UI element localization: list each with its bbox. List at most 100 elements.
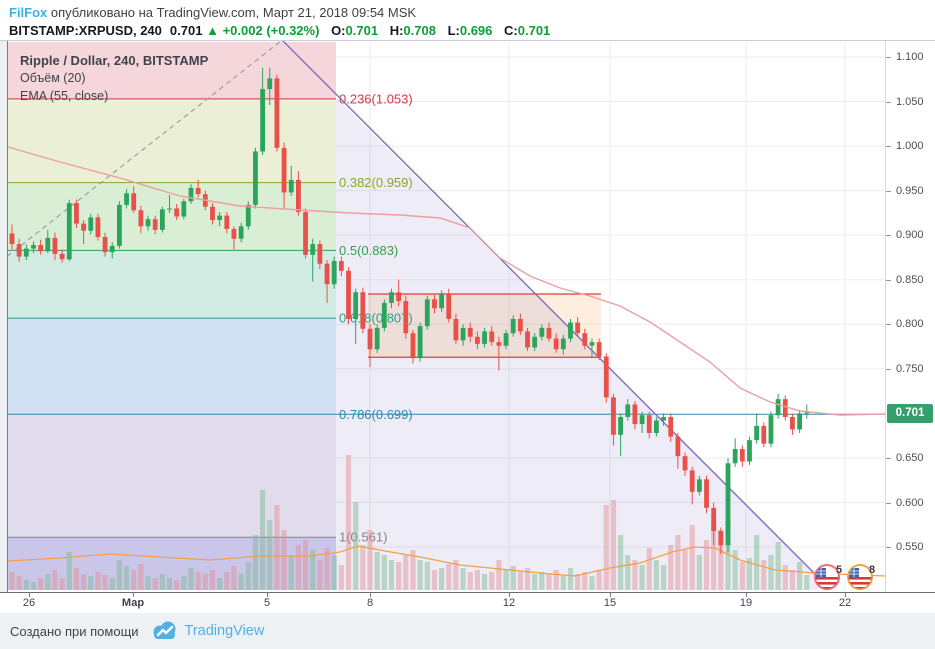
tradingview-logo-icon[interactable]	[151, 619, 178, 643]
price-axis[interactable]: 0.701 1.100 1.050 1.000 0.950 0.900 0.850 0.80…	[885, 41, 935, 613]
candle-body[interactable]	[582, 333, 588, 346]
candle-body[interactable]	[654, 420, 659, 434]
candle-body[interactable]	[52, 237, 58, 254]
legend-series-title[interactable]: Ripple / Dollar, 240, BITSTAMP	[20, 53, 209, 68]
candle-body[interactable]	[417, 326, 423, 359]
candle-body[interactable]	[453, 318, 459, 341]
candle-body[interactable]	[560, 338, 566, 350]
candle-body[interactable]	[152, 219, 158, 230]
candle-body[interactable]	[288, 179, 294, 193]
candle-body[interactable]	[410, 333, 416, 359]
candle-body[interactable]	[689, 470, 695, 492]
candle-body[interactable]	[224, 215, 230, 229]
candle-body[interactable]	[790, 416, 795, 430]
candle-body[interactable]	[174, 208, 180, 217]
candle-body[interactable]	[109, 245, 115, 253]
economic-event-icon[interactable]: 5	[814, 564, 842, 590]
candle-body[interactable]	[95, 217, 101, 237]
candle-body[interactable]	[131, 193, 137, 211]
candle-body[interactable]	[231, 228, 237, 239]
candle-body[interactable]	[260, 89, 265, 152]
candle-body[interactable]	[775, 399, 781, 416]
candle-body[interactable]	[532, 336, 538, 348]
candle-body[interactable]	[74, 203, 79, 224]
candle-body[interactable]	[181, 201, 187, 217]
candle-body[interactable]	[59, 253, 65, 260]
candle-body[interactable]	[696, 479, 702, 492]
candle-body[interactable]	[360, 292, 366, 329]
candle-body[interactable]	[102, 236, 108, 253]
candle-body[interactable]	[446, 294, 452, 319]
candle-body[interactable]	[303, 212, 308, 255]
candle-body[interactable]	[374, 327, 380, 350]
candle-body[interactable]	[668, 416, 674, 437]
candle-body[interactable]	[517, 318, 523, 332]
candle-body[interactable]	[661, 416, 666, 421]
candle-body[interactable]	[711, 507, 717, 532]
candle-body[interactable]	[460, 327, 466, 341]
candle-body[interactable]	[124, 193, 129, 205]
candle-body[interactable]	[9, 233, 15, 245]
candle-body[interactable]	[324, 263, 330, 285]
candle-body[interactable]	[245, 204, 251, 227]
candle-body[interactable]	[210, 206, 215, 221]
candle-body[interactable]	[553, 338, 559, 350]
candle-body[interactable]	[611, 397, 616, 435]
candle-body[interactable]	[732, 449, 738, 464]
candle-body[interactable]	[281, 147, 287, 193]
candle-body[interactable]	[274, 78, 280, 148]
candle-body[interactable]	[539, 327, 545, 337]
candle-body[interactable]	[331, 261, 337, 285]
candle-body[interactable]	[145, 219, 151, 227]
candle-body[interactable]	[217, 215, 223, 221]
author-link[interactable]: FilFox	[9, 5, 48, 20]
legend-ema-indicator[interactable]: EMA (55, close)	[20, 89, 109, 103]
candle-body[interactable]	[618, 416, 623, 435]
candle-body[interactable]	[424, 299, 430, 327]
candle-body[interactable]	[747, 440, 752, 462]
candle-body[interactable]	[596, 342, 602, 357]
candle-body[interactable]	[632, 404, 638, 425]
candle-body[interactable]	[503, 333, 509, 346]
candle-body[interactable]	[718, 531, 724, 546]
candle-body[interactable]	[603, 356, 609, 398]
candle-body[interactable]	[546, 327, 552, 339]
economic-event-icon[interactable]: 8	[847, 564, 875, 590]
candle-body[interactable]	[353, 292, 359, 319]
candle-body[interactable]	[267, 78, 273, 90]
candle-body[interactable]	[568, 322, 573, 339]
candle-body[interactable]	[704, 479, 709, 508]
candle-body[interactable]	[475, 336, 480, 344]
candle-body[interactable]	[338, 261, 344, 271]
candle-body[interactable]	[682, 456, 688, 471]
candle-body[interactable]	[188, 187, 194, 202]
candle-body[interactable]	[138, 210, 144, 227]
candle-body[interactable]	[482, 331, 487, 344]
candle-body[interactable]	[45, 237, 51, 252]
candle-body[interactable]	[739, 449, 745, 462]
candle-body[interactable]	[797, 413, 802, 430]
candle-body[interactable]	[639, 415, 645, 425]
candle-body[interactable]	[31, 245, 36, 249]
candle-body[interactable]	[23, 248, 29, 257]
candle-body[interactable]	[782, 399, 788, 417]
candle-body[interactable]	[66, 203, 72, 260]
candle-body[interactable]	[167, 208, 172, 210]
candle-body[interactable]	[646, 415, 652, 434]
candle-body[interactable]	[625, 404, 631, 417]
candle-body[interactable]	[804, 412, 810, 414]
candle-body[interactable]	[761, 425, 767, 444]
candle-body[interactable]	[489, 331, 495, 343]
candle-body[interactable]	[575, 322, 581, 334]
candle-body[interactable]	[754, 425, 760, 441]
candle-body[interactable]	[725, 463, 731, 546]
candle-body[interactable]	[396, 292, 402, 302]
candle-body[interactable]	[389, 292, 394, 303]
candle-body[interactable]	[675, 436, 681, 457]
candle-body[interactable]	[496, 342, 502, 346]
ema-line[interactable]	[7, 146, 886, 416]
candle-body[interactable]	[195, 187, 201, 195]
candle-body[interactable]	[510, 318, 516, 334]
candle-body[interactable]	[296, 179, 301, 213]
